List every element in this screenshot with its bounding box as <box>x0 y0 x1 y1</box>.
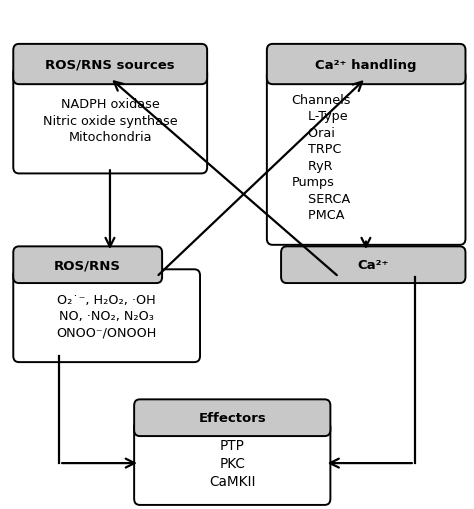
Text: O₂˙⁻, H₂O₂, ·OH
NO, ·NO₂, N₂O₃
ONOO⁻/ONOOH: O₂˙⁻, H₂O₂, ·OH NO, ·NO₂, N₂O₃ ONOO⁻/ONO… <box>56 293 157 339</box>
Text: ROS/RNS: ROS/RNS <box>54 259 121 272</box>
Text: PTP
PKC
CaMKII: PTP PKC CaMKII <box>209 438 255 488</box>
FancyBboxPatch shape <box>13 68 207 174</box>
Text: Ca²⁺ handling: Ca²⁺ handling <box>315 59 417 71</box>
Text: ROS/RNS sources: ROS/RNS sources <box>46 59 175 71</box>
FancyBboxPatch shape <box>134 421 330 505</box>
FancyBboxPatch shape <box>13 270 200 362</box>
Text: Channels
    L-Type
    Orai
    TRPC
    RyR
Pumps
    SERCA
    PMCA: Channels L-Type Orai TRPC RyR Pumps SERC… <box>292 94 351 222</box>
FancyBboxPatch shape <box>267 45 465 85</box>
Text: Ca²⁺: Ca²⁺ <box>357 259 389 272</box>
Text: NADPH oxidase
Nitric oxide synthase
Mitochondria: NADPH oxidase Nitric oxide synthase Mito… <box>43 98 178 144</box>
FancyBboxPatch shape <box>134 400 330 436</box>
FancyBboxPatch shape <box>267 70 465 245</box>
FancyBboxPatch shape <box>13 247 162 284</box>
FancyBboxPatch shape <box>281 247 465 284</box>
FancyBboxPatch shape <box>13 45 207 85</box>
Text: Effectors: Effectors <box>199 411 266 425</box>
